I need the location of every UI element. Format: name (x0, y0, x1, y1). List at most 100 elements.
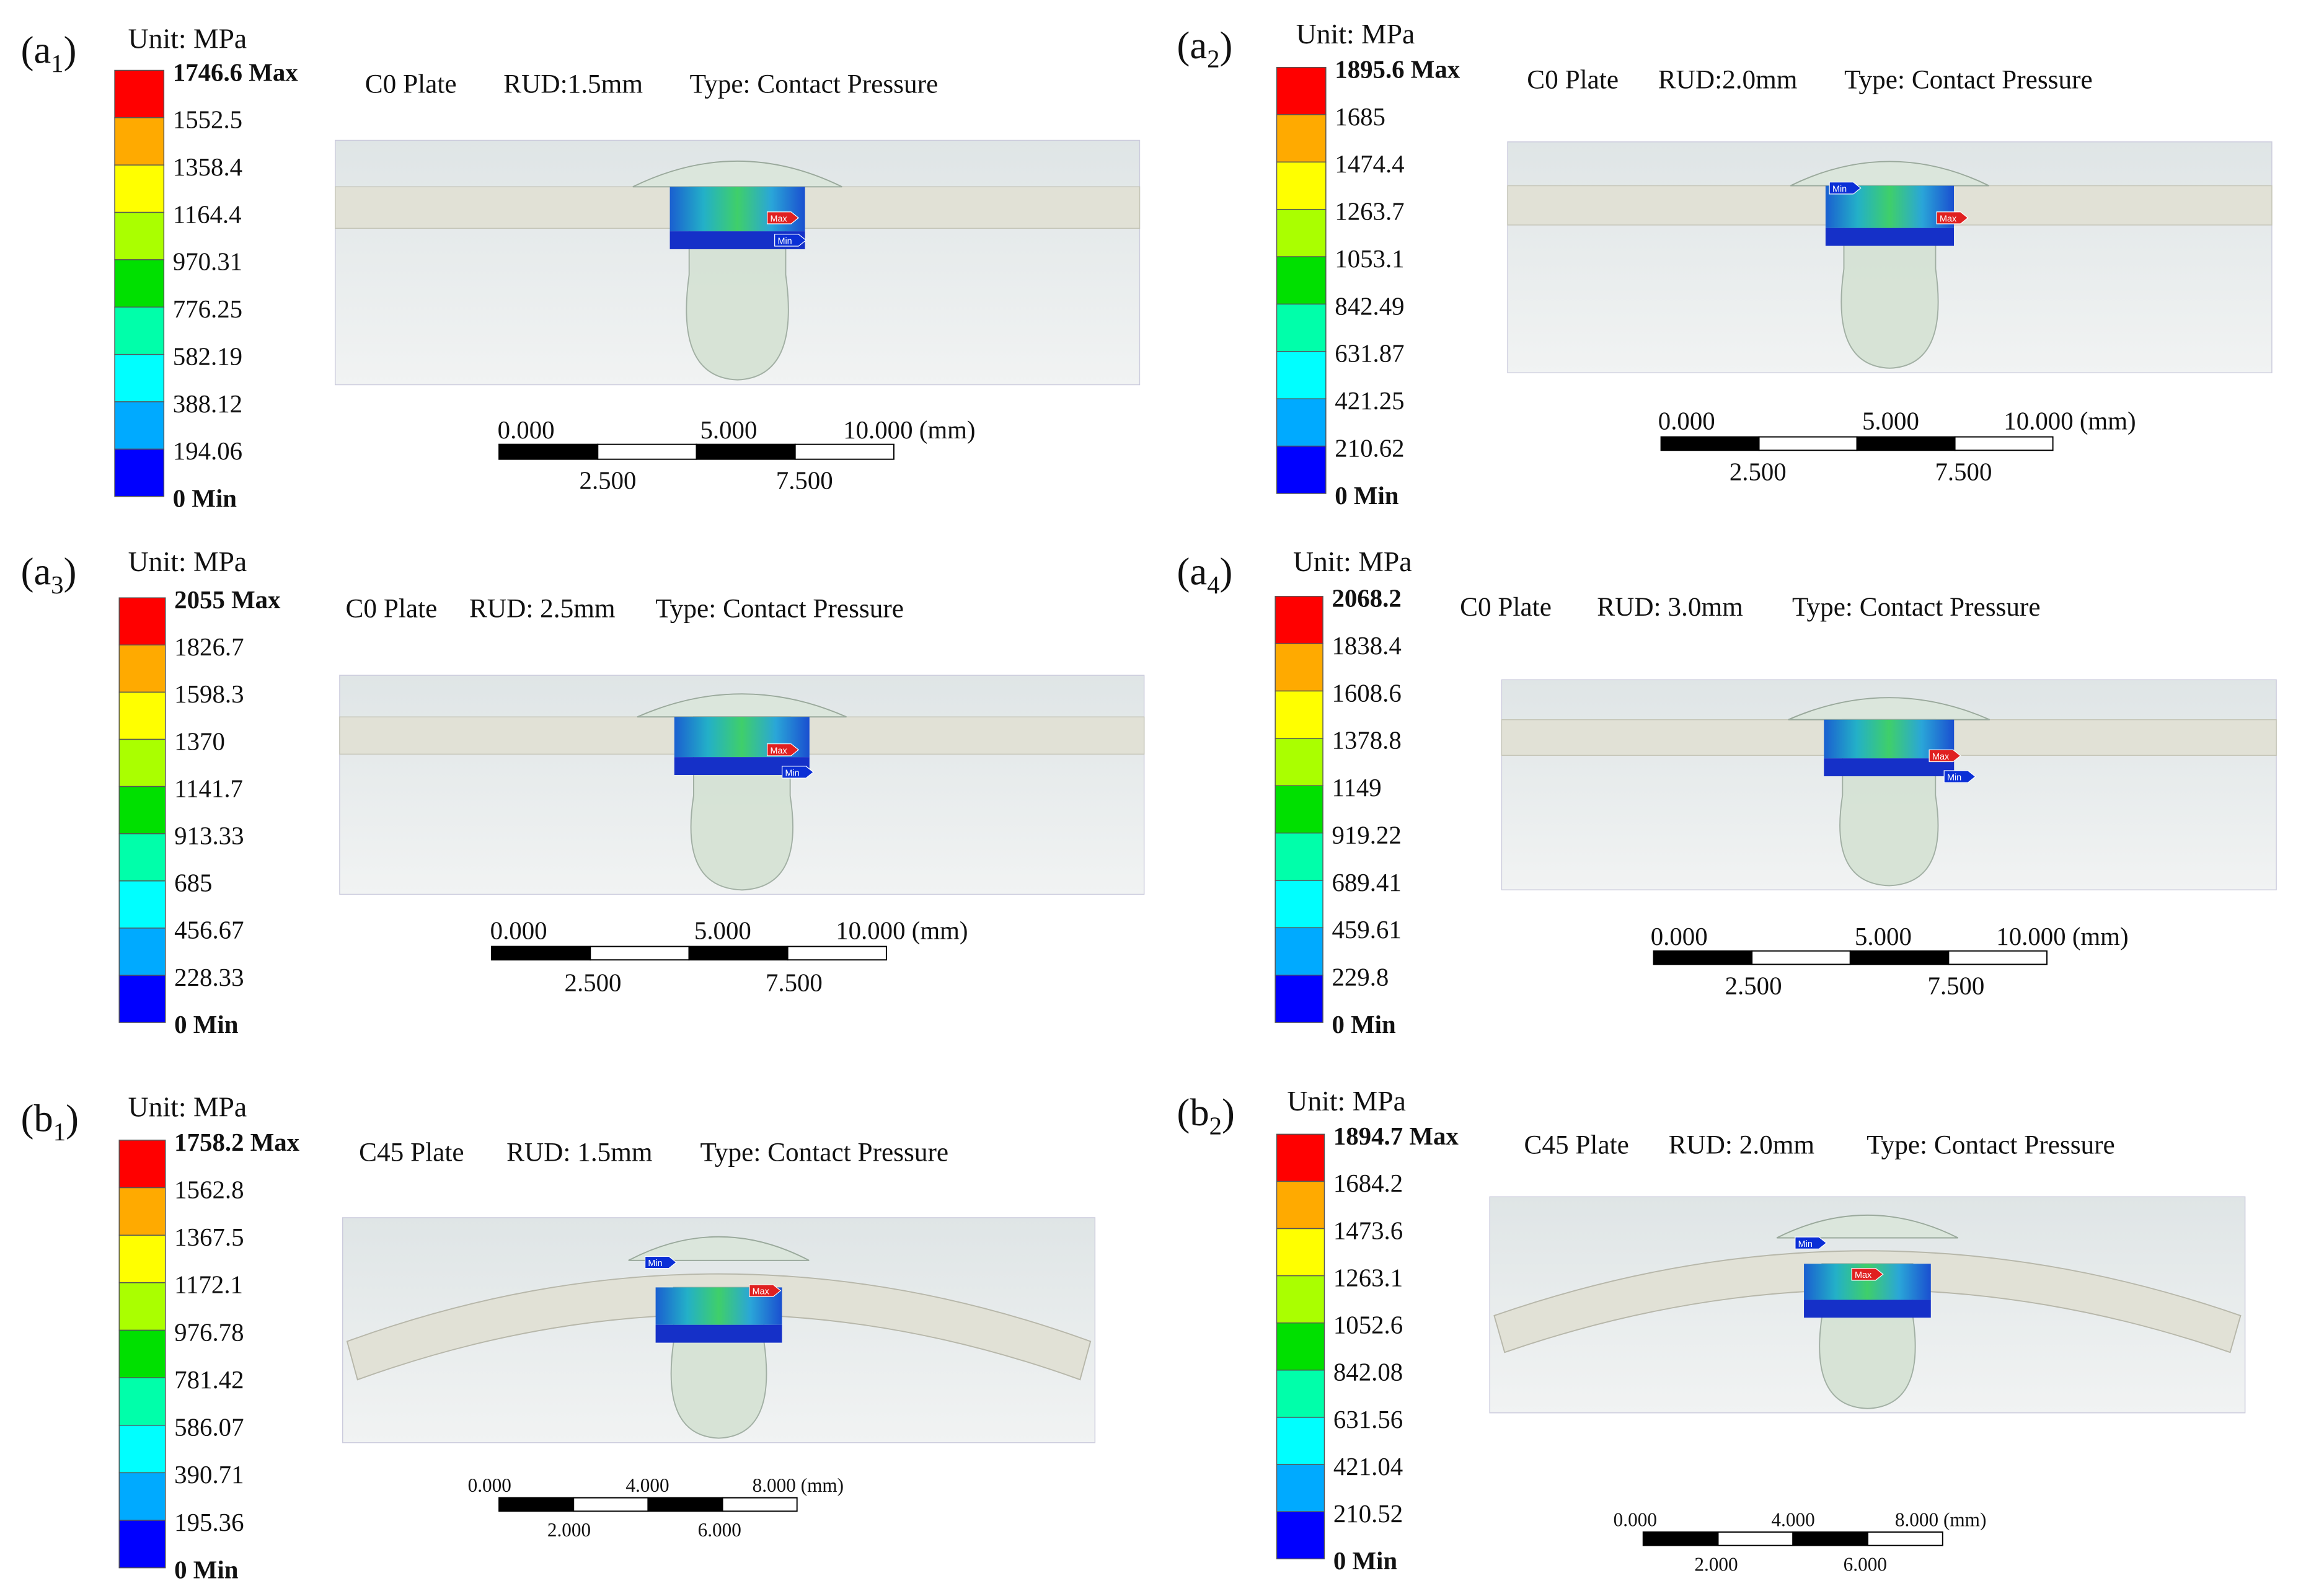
scale-segment (1954, 436, 2054, 451)
legend-label: 842.49 (1335, 292, 1404, 320)
panel-label: (b1) (21, 1097, 79, 1146)
legend-swatch (118, 1234, 166, 1283)
panel-label: (a4) (1177, 550, 1233, 599)
legend-swatch (1275, 643, 1323, 692)
legend-swatch (1275, 880, 1323, 929)
legend-label: 1826.7 (174, 633, 244, 661)
scale-segment (1849, 950, 1950, 965)
panel-label-part: 1 (53, 1118, 66, 1146)
marker-text: Min (1947, 773, 1961, 783)
legend-swatch (118, 597, 166, 646)
unit: Unit: MPa (1287, 1085, 1406, 1117)
legend-label: 842.08 (1333, 1358, 1403, 1386)
legend-swatch (114, 401, 165, 450)
legend-label: 195.36 (174, 1508, 244, 1536)
legend-label: 913.33 (174, 822, 244, 850)
header-text: Type: Contact Pressure (700, 1138, 949, 1167)
scale-label: 10.000 (mm) (843, 416, 975, 444)
header-text: Type: Contact Pressure (1867, 1130, 2115, 1160)
legend-label: 229.8 (1332, 964, 1389, 991)
legend-swatch (1276, 161, 1327, 210)
scale-label: 0.000 (1614, 1508, 1657, 1530)
header-text: RUD: 2.5mm (469, 593, 616, 623)
contact-band-low (1804, 1300, 1931, 1318)
scale-label: 2.000 (1694, 1553, 1738, 1575)
legend-swatch (1276, 1133, 1325, 1182)
legend-label: 228.33 (174, 964, 244, 991)
legend-label: 582.19 (173, 342, 242, 370)
legend-swatch (1276, 1370, 1325, 1418)
scale-segment (722, 1497, 798, 1512)
scale-label: 5.000 (1855, 923, 1912, 950)
scale-label: 2.500 (1730, 458, 1787, 485)
marker-tag (782, 766, 815, 779)
scale-segment (1660, 436, 1760, 451)
panel-label-part: ) (64, 550, 77, 593)
legend-label: 421.04 (1333, 1453, 1403, 1481)
legend-swatch (1276, 398, 1327, 447)
legend-swatch (118, 1425, 166, 1474)
panel-label: (a3) (21, 550, 77, 599)
scale-segment (1751, 950, 1851, 965)
marker-tag (1936, 211, 1969, 224)
panel: (b1) Unit: MPa 1758.2 Max 1562.8 1367.5 1172.… (21, 1091, 1096, 1584)
legend-swatch (1276, 1417, 1325, 1465)
legend-label: 689.41 (1332, 869, 1401, 897)
unit: Unit: MPa (1293, 546, 1412, 577)
scale-segment (498, 1497, 575, 1512)
scale-segment (597, 443, 697, 460)
legend-swatch (118, 833, 166, 882)
rivet-head (1776, 1214, 1959, 1239)
scale-label: 10.000 (mm) (836, 917, 968, 945)
legend-label: 1378.8 (1332, 727, 1401, 755)
legend-label: 1685 (1335, 103, 1385, 131)
marker-text: Max (770, 746, 787, 756)
legend-label: 388.12 (173, 390, 242, 418)
scale-label: 2.500 (565, 969, 622, 997)
legend-swatch (118, 644, 166, 693)
legend-label: 2055 Max (174, 586, 281, 614)
legend-label: 1052.6 (1333, 1311, 1403, 1339)
legend-label: 631.87 (1335, 340, 1404, 368)
legend-label: 1838.4 (1332, 632, 1401, 660)
scale-label: 7.500 (1935, 458, 1992, 485)
panel-label-part: ) (66, 1097, 79, 1140)
marker-tag (1851, 1268, 1884, 1281)
marker-text: Max (1855, 1270, 1872, 1280)
panel: (a4) Unit: MPa 2068.2 1838.4 1608.6 1378.8 114… (1177, 546, 2277, 1039)
legend-label: 459.61 (1332, 916, 1401, 944)
scale-segment (688, 946, 789, 961)
legend-swatch (1276, 256, 1327, 305)
scale-label: 2.500 (1725, 972, 1782, 999)
legend-label: 1367.5 (174, 1223, 244, 1251)
plate (346, 1273, 1092, 1381)
panel-label-part: ) (1219, 24, 1232, 67)
header-text: C0 Plate (365, 69, 457, 99)
legend-label: 0 Min (1333, 1547, 1398, 1575)
legend-label: 1684.2 (1333, 1169, 1403, 1197)
marker-tag (749, 1284, 782, 1297)
legend-swatch (114, 448, 165, 497)
scale-segment (1792, 1531, 1868, 1546)
legend-swatch (118, 738, 166, 787)
marker-tag (1795, 1236, 1827, 1249)
header-text: RUD: 2.0mm (1669, 1130, 1815, 1160)
legend-label: 0 Min (174, 1556, 239, 1584)
legend-label: 781.42 (174, 1366, 244, 1394)
scale-label: 0.000 (468, 1474, 511, 1496)
panel-label-part: (b (1177, 1091, 1209, 1134)
legend-label: 1053.1 (1335, 245, 1404, 273)
legend-swatch (1276, 351, 1327, 399)
legend-label: 1473.6 (1333, 1216, 1403, 1244)
scale-segment (696, 443, 796, 460)
scale-segment (498, 443, 599, 460)
legend-swatch (1276, 1181, 1325, 1229)
scale-segment (590, 946, 690, 961)
panel-label-part: 2 (1209, 1112, 1222, 1140)
scale-label: 10.000 (mm) (2004, 407, 2136, 435)
scale-label: 8.000 (mm) (753, 1474, 844, 1496)
header-text: Type: Contact Pressure (655, 593, 904, 623)
header-text: Type: Contact Pressure (1792, 592, 2041, 622)
legend-swatch (118, 1377, 166, 1426)
